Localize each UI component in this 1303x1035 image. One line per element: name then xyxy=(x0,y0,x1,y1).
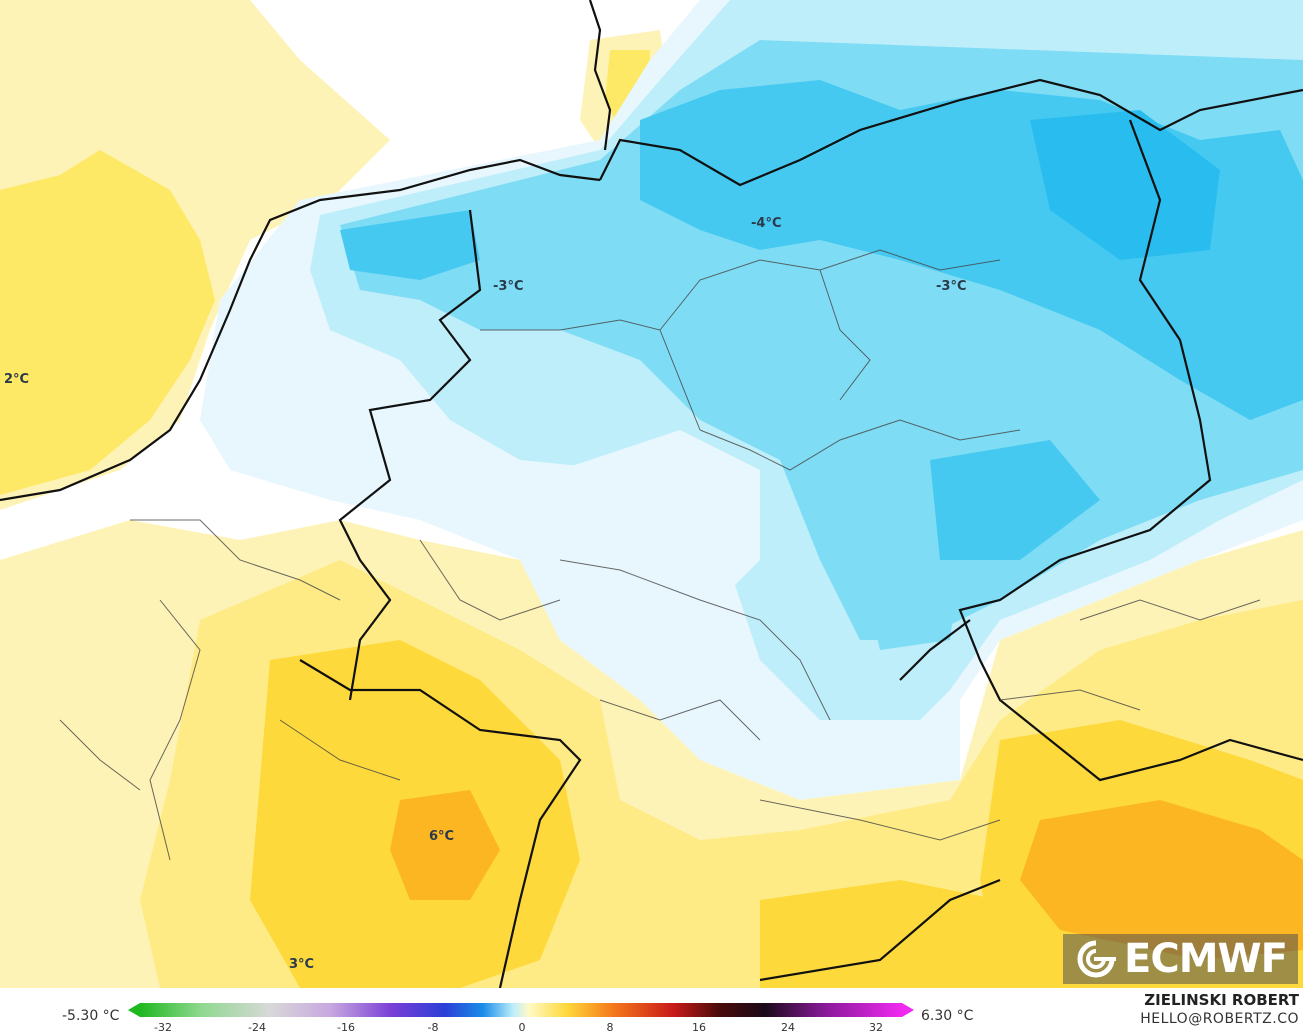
temp-label-east: -3°C xyxy=(936,279,967,294)
temperature-map: 2°C -3°C -4°C -3°C 6°C 3°C ECMWF xyxy=(0,0,1303,988)
colorbar-tick: 24 xyxy=(781,1021,795,1034)
colorbar-right-arrow xyxy=(902,1003,914,1017)
warm-southwest-orange xyxy=(390,790,500,900)
credit-email: HELLO@ROBERTZ.CO xyxy=(1140,1011,1299,1027)
cold-deep-west xyxy=(340,210,480,280)
colorbar-tick: 32 xyxy=(869,1021,883,1034)
colorbar-tick: 16 xyxy=(692,1021,706,1034)
coastline xyxy=(0,0,1303,502)
ecmwf-logo: ECMWF xyxy=(1063,934,1298,984)
temp-label-south: 3°C xyxy=(289,957,315,972)
neutral-center xyxy=(560,430,760,620)
map-canvas xyxy=(0,0,1303,988)
cold-east-patch xyxy=(930,440,1100,560)
ecmwf-logo-text: ECMWF xyxy=(1124,936,1288,982)
cold-southeast-patch xyxy=(860,560,960,650)
colorbar-tick: -8 xyxy=(427,1021,439,1034)
colorbar-tick: 0 xyxy=(518,1021,526,1034)
region-borders xyxy=(59,249,1261,861)
colorbar-tick: 8 xyxy=(606,1021,614,1034)
country-borders xyxy=(299,119,1303,988)
temp-label-north-sea: 2°C xyxy=(4,372,30,387)
colorbar-tick: -16 xyxy=(337,1021,355,1034)
colorbar-tick: -32 xyxy=(154,1021,172,1034)
colorbar-gradient xyxy=(140,1003,902,1017)
ecmwf-logo-icon xyxy=(1077,940,1117,978)
temperature-colorbar xyxy=(128,1003,914,1017)
warm-southeast-orange xyxy=(1020,800,1303,960)
cold-deep-2 xyxy=(1030,110,1220,260)
colorbar-tick: -24 xyxy=(248,1021,266,1034)
temp-label-southwest: 6°C xyxy=(429,829,455,844)
legend-min-value: -5.30 °C xyxy=(62,1008,120,1024)
legend-max-value: 6.30 °C xyxy=(921,1008,974,1024)
temp-label-west: -3°C xyxy=(493,279,524,294)
colorbar-left-arrow xyxy=(128,1003,140,1017)
credit-author: ZIELINSKI ROBERT xyxy=(1144,991,1299,1009)
warm-sea-yellow xyxy=(0,150,215,495)
temp-label-north: -4°C xyxy=(751,216,782,231)
